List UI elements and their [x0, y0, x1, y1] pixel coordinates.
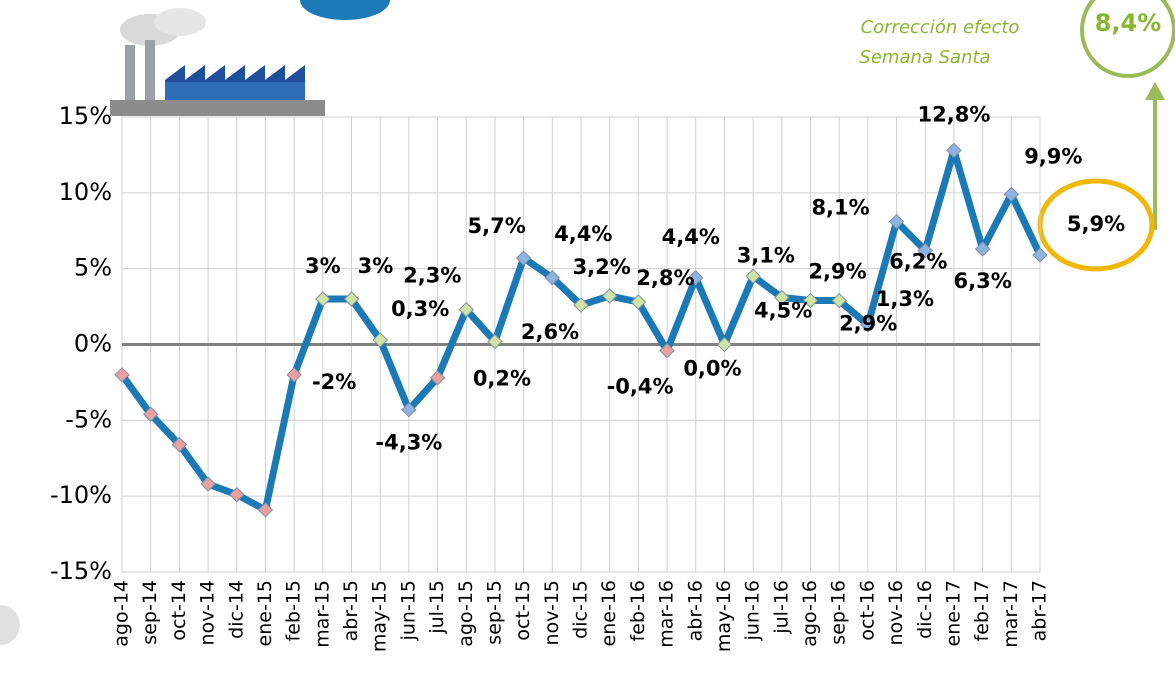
- data-label: 0,0%: [683, 357, 741, 381]
- data-label: -0,4%: [607, 375, 674, 399]
- x-tick-label: sep-15: [483, 580, 505, 645]
- x-tick-label: nov-14: [197, 580, 219, 645]
- x-tick-label: mar-16: [656, 580, 678, 648]
- annotation-text: Corrección efecto: [861, 17, 1020, 38]
- x-tick-label: nov-15: [541, 580, 563, 645]
- data-label: 2,6%: [521, 320, 579, 344]
- decor-circle: [300, 0, 390, 20]
- x-tick-label: dic-15: [570, 580, 592, 639]
- x-tick-label: ene-15: [254, 580, 276, 646]
- x-tick-label: dic-14: [225, 580, 247, 639]
- chart: Corrección efecto Semana Santa 8,4% -15%…: [0, 0, 1175, 677]
- data-label: 1,3%: [876, 287, 934, 311]
- data-label: 12,8%: [918, 102, 991, 126]
- annotation-value: 8,4%: [1095, 9, 1162, 37]
- x-tick-label: may-16: [713, 580, 735, 652]
- y-tick-label: -15%: [50, 557, 112, 585]
- x-tick-label: jun-16: [742, 580, 764, 641]
- x-tick-label: ene-17: [942, 580, 964, 646]
- x-tick-label: oct-15: [512, 580, 534, 641]
- data-label: 4,4%: [554, 222, 612, 246]
- data-label: 3%: [358, 254, 394, 278]
- x-tick-label: feb-15: [283, 580, 305, 641]
- data-label: 4,4%: [662, 225, 720, 249]
- x-tick-label: sep-16: [828, 580, 850, 645]
- data-label: 3%: [305, 254, 341, 278]
- y-tick-label: 15%: [59, 102, 112, 130]
- x-tick-label: ago-15: [455, 580, 477, 647]
- x-tick-label: dic-16: [914, 580, 936, 639]
- y-tick-label: -10%: [50, 481, 112, 509]
- data-label: 2,8%: [636, 266, 694, 290]
- x-tick-label: mar-17: [1000, 580, 1022, 648]
- data-label: 5,7%: [468, 214, 526, 238]
- annotation-text: Semana Santa: [859, 47, 990, 68]
- plot-area: -15% -10% -5% 0% 5% 10% 15% ago-14 sep-14 oct-14 n…: [50, 102, 1125, 652]
- decor-circle: [0, 605, 20, 645]
- data-label: 0,2%: [473, 366, 531, 390]
- x-tick-label: ene-16: [598, 580, 620, 646]
- x-tick-label: jun-15: [397, 580, 419, 641]
- x-tick-label: may-15: [369, 580, 391, 652]
- x-tick-label: oct-16: [856, 580, 878, 641]
- x-tick-label: ago-14: [111, 580, 133, 647]
- x-tick-label: nov-16: [885, 580, 907, 645]
- x-tick-label: oct-14: [168, 580, 190, 641]
- data-label: 9,9%: [1024, 144, 1082, 168]
- y-tick-label: 10%: [59, 178, 112, 206]
- data-label: 2,3%: [403, 264, 461, 288]
- x-tick-label: jul-16: [770, 580, 792, 635]
- y-tick-label: 5%: [74, 254, 112, 282]
- data-label: 2,9%: [808, 260, 866, 284]
- data-label: 2,9%: [839, 312, 897, 336]
- data-label: 6,2%: [889, 249, 947, 273]
- data-label: 8,1%: [811, 196, 869, 220]
- y-tick-label: 0%: [74, 330, 112, 358]
- x-tick-label: abr-15: [340, 580, 362, 641]
- data-label: 3,1%: [737, 243, 795, 267]
- x-tick-label: feb-17: [971, 580, 993, 641]
- data-label: 3,2%: [573, 255, 631, 279]
- x-tick-label: ago-16: [799, 580, 821, 647]
- x-tick-label: sep-14: [139, 580, 161, 645]
- factory-icon: [110, 8, 325, 116]
- data-label: 6,3%: [954, 269, 1012, 293]
- y-tick-label: -5%: [65, 405, 112, 433]
- x-tick-label: mar-15: [311, 580, 333, 648]
- data-label: 5,9%: [1067, 212, 1125, 236]
- x-tick-label: jul-15: [426, 580, 448, 635]
- data-label: 0,3%: [391, 297, 449, 321]
- x-tick-label: feb-16: [627, 580, 649, 641]
- data-label: 4,5%: [754, 298, 812, 322]
- x-tick-label: abr-16: [684, 580, 706, 641]
- data-label: -4,3%: [375, 431, 442, 455]
- data-label: -2%: [312, 370, 356, 394]
- annotation-arrow: [1145, 82, 1165, 100]
- x-tick-label: abr-17: [1029, 580, 1051, 641]
